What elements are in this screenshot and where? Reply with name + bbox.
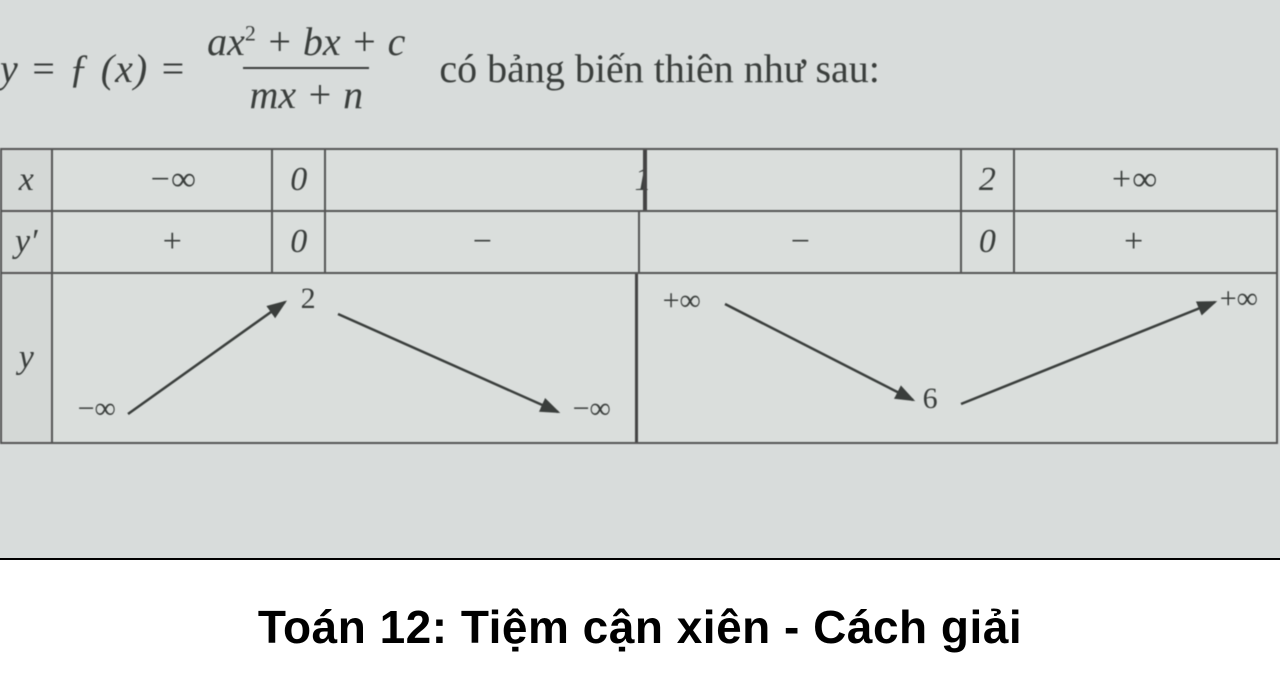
vertical-asymptote-marker bbox=[643, 150, 647, 210]
y-behavior-cell: −∞ 2 −∞ +∞ 6 +∞ bbox=[52, 273, 1277, 443]
video-caption: Toán 12: Tiệm cận xiên - Cách giải bbox=[258, 600, 1022, 654]
x-header: x bbox=[1, 149, 52, 211]
vertical-asymptote-marker bbox=[635, 274, 639, 442]
y-local-max: 2 bbox=[301, 282, 316, 316]
formula-lhs: y = ƒ (x) = bbox=[0, 45, 187, 92]
row-y-prime: y′ + 0 − − 0 + bbox=[1, 211, 1277, 273]
y-branch2-top: +∞ bbox=[663, 284, 701, 318]
x-one-cell: 1 bbox=[325, 149, 961, 211]
formula-line: y = ƒ (x) = ax2 + bx + c mx + n có bảng … bbox=[0, 18, 1280, 118]
row-y: y −∞ 2 −∞ +∞ 6 +∞ bbox=[1, 273, 1277, 443]
denominator: mx + n bbox=[243, 67, 369, 118]
y-end: +∞ bbox=[1220, 282, 1258, 316]
row-x: x −∞ 0 1 2 +∞ bbox=[1, 149, 1277, 211]
yprime-seg3: − bbox=[639, 211, 961, 273]
x-pos-inf: +∞ bbox=[1014, 149, 1277, 211]
formula-description: có bảng biến thiên như sau: bbox=[439, 45, 879, 92]
yprime-at2: 0 bbox=[961, 211, 1014, 273]
numerator: ax2 + bx + c bbox=[201, 18, 411, 67]
y-local-min: 6 bbox=[923, 382, 938, 416]
fraction: ax2 + bx + c mx + n bbox=[201, 18, 411, 118]
y-start: −∞ bbox=[78, 392, 116, 426]
yprime-seg1: + bbox=[52, 211, 273, 273]
variation-table: x −∞ 0 1 2 +∞ y′ + 0 − − 0 + y −∞ 2 bbox=[0, 148, 1278, 444]
yprime-seg4: + bbox=[1014, 211, 1277, 273]
x-neg-inf: −∞ bbox=[52, 149, 273, 211]
x-two: 2 bbox=[961, 149, 1014, 211]
yprime-seg2: − bbox=[325, 211, 639, 273]
variation-arrows bbox=[53, 274, 1263, 444]
textbook-photo: y = ƒ (x) = ax2 + bx + c mx + n có bảng … bbox=[0, 0, 1280, 560]
caption-region: Toán 12: Tiệm cận xiên - Cách giải bbox=[0, 560, 1280, 694]
y-header: y bbox=[1, 273, 52, 443]
yprime-header: y′ bbox=[1, 211, 52, 273]
yprime-at0: 0 bbox=[272, 211, 325, 273]
x-zero: 0 bbox=[272, 149, 325, 211]
y-down-to: −∞ bbox=[573, 392, 611, 426]
